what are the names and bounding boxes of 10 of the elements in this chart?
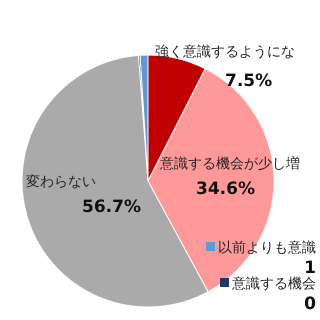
legend-label: 以前よりも意識: [218, 240, 316, 256]
legend-label: 意識する機会: [231, 276, 316, 292]
data-label: 56.7%: [82, 197, 141, 217]
slice-label: 意識する機会が少し増: [159, 155, 300, 172]
data-label: 0: [304, 294, 316, 314]
data-label: 1: [304, 258, 316, 278]
slice-label: 強く意識するようにな: [155, 44, 295, 60]
data-label: 34.6%: [196, 179, 255, 199]
slice-label: 変わらない: [26, 174, 96, 190]
data-label: 7.5%: [225, 71, 272, 91]
